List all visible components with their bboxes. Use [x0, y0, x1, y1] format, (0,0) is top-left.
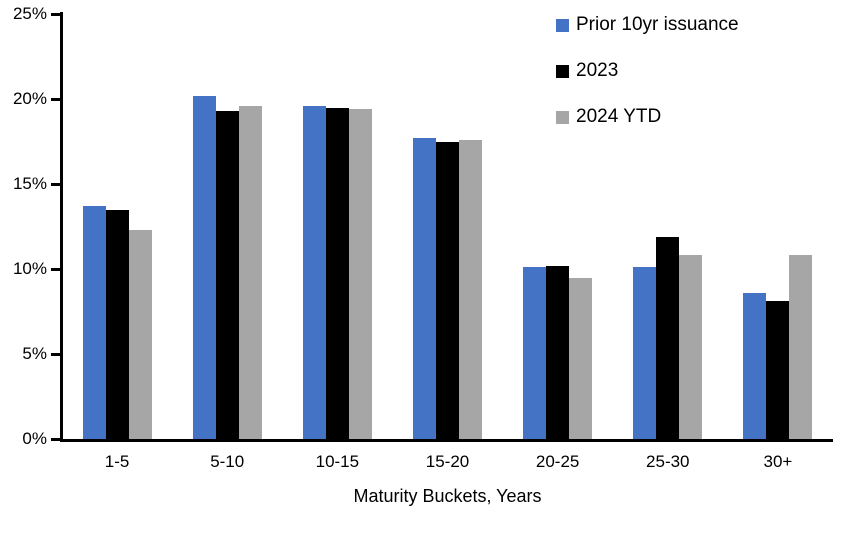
- y-axis-tick-label: 15%: [12, 174, 47, 193]
- legend-label: 2024 YTD: [576, 106, 662, 127]
- bar-prior-10yr-issuance-15-20: [413, 138, 436, 439]
- x-axis-line: [60, 439, 833, 442]
- bar-prior-10yr-issuance-10-15: [302, 105, 326, 439]
- bar-2023-15-20: [436, 141, 459, 439]
- bar-prior-10yr-issuance-20-25: [523, 267, 547, 439]
- y-axis-tick: [51, 12, 60, 16]
- bar-prior-10yr-issuance-25-30: [633, 267, 657, 439]
- y-axis-line: [60, 12, 63, 442]
- y-axis-tick: [51, 182, 60, 186]
- bar-2024-ytd-5-10: [238, 105, 262, 439]
- x-axis-title: Maturity Buckets, Years: [353, 486, 542, 506]
- bar-2024-ytd-10-15: [348, 109, 372, 439]
- legend-label: Prior 10yr issuance: [576, 14, 739, 35]
- legend-marker: [556, 110, 569, 124]
- x-axis-tick-label: 25-30: [646, 452, 690, 471]
- bar-prior-10yr-issuance-5-10: [192, 95, 216, 439]
- legend-marker: [556, 64, 569, 78]
- legend-label: 2023: [576, 60, 619, 81]
- x-axis-tick-label: 20-25: [535, 452, 580, 471]
- bar-2023-1-5: [105, 209, 129, 439]
- y-axis-tick-label: 5%: [22, 344, 47, 363]
- y-axis-tick-label: 10%: [12, 259, 47, 278]
- bar-2023-25-30: [656, 236, 680, 439]
- bar-2023-5-10: [215, 110, 239, 439]
- bar-2023-20-25: [546, 265, 570, 439]
- legend-item: 2023: [556, 60, 739, 82]
- y-axis-tick: [51, 267, 60, 271]
- legend: Prior 10yr issuance 2023 2024 YTD: [556, 14, 739, 128]
- bar-2024-ytd-15-20: [459, 139, 482, 439]
- bar-2024-ytd-25-30: [679, 255, 703, 439]
- y-axis-tick: [51, 352, 60, 356]
- y-axis-tick-label: 20%: [12, 89, 47, 108]
- bar-prior-10yr-issuance-1-5: [82, 206, 106, 439]
- x-axis-tick-label: 5-10: [210, 452, 245, 471]
- y-axis-tick-label: 25%: [12, 4, 47, 23]
- y-axis-tick-label: 0%: [22, 429, 47, 448]
- bar-2024-ytd-20-25: [569, 277, 593, 439]
- x-axis-tick-label: 10-15: [315, 452, 360, 471]
- x-axis-tick-label: 15-20: [425, 452, 470, 471]
- bar-prior-10yr-issuance-30+: [743, 292, 767, 439]
- bar-2024-ytd-1-5: [128, 229, 152, 439]
- bar-2024-ytd-30+: [789, 255, 813, 439]
- y-axis-tick: [51, 437, 60, 441]
- bar-2023-10-15: [325, 107, 349, 439]
- legend-item: 2024 YTD: [556, 106, 739, 128]
- bar-2023-30+: [766, 301, 790, 439]
- x-axis-tick-label: 30+: [763, 452, 793, 471]
- x-axis-tick-label: 1-5: [104, 452, 130, 471]
- legend-item: Prior 10yr issuance: [556, 14, 739, 36]
- y-axis-tick: [51, 97, 60, 101]
- legend-marker: [556, 18, 569, 32]
